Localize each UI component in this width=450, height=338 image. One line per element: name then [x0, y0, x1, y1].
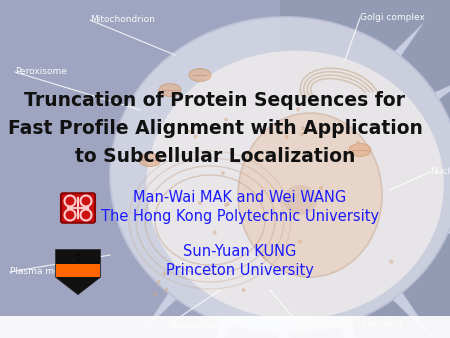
Polygon shape: [56, 277, 100, 294]
Polygon shape: [279, 333, 292, 338]
Polygon shape: [393, 292, 433, 338]
Polygon shape: [208, 322, 230, 338]
Text: Princeton University: Princeton University: [166, 263, 314, 277]
Ellipse shape: [301, 126, 305, 130]
FancyBboxPatch shape: [61, 193, 95, 223]
Polygon shape: [448, 225, 450, 245]
Polygon shape: [56, 250, 100, 264]
Ellipse shape: [213, 231, 217, 235]
Text: Endoplasmic reticulum: Endoplasmic reticulum: [298, 318, 401, 328]
Text: Truncation of Protein Sequences for: Truncation of Protein Sequences for: [24, 91, 405, 110]
Ellipse shape: [224, 118, 228, 122]
Ellipse shape: [283, 185, 318, 215]
Ellipse shape: [356, 141, 360, 144]
Text: to Subcellular Localization: to Subcellular Localization: [75, 146, 355, 166]
Ellipse shape: [146, 51, 444, 319]
Bar: [280, 0, 450, 338]
Ellipse shape: [300, 132, 304, 136]
Ellipse shape: [298, 240, 302, 244]
Polygon shape: [338, 321, 367, 338]
Ellipse shape: [162, 271, 166, 275]
Ellipse shape: [256, 156, 260, 160]
Ellipse shape: [285, 135, 289, 139]
Ellipse shape: [296, 107, 300, 111]
Text: Nucleus: Nucleus: [430, 168, 450, 176]
Ellipse shape: [349, 144, 371, 156]
Ellipse shape: [221, 171, 225, 175]
Text: Mitochondrion: Mitochondrion: [90, 16, 155, 24]
Ellipse shape: [179, 197, 183, 201]
Text: Plasma membrane: Plasma membrane: [10, 267, 95, 276]
Ellipse shape: [194, 135, 198, 139]
Ellipse shape: [157, 280, 161, 284]
Polygon shape: [144, 293, 176, 331]
Text: Golgi complex: Golgi complex: [360, 14, 425, 23]
Text: Sun-Yuan KUNG: Sun-Yuan KUNG: [183, 244, 297, 260]
Ellipse shape: [389, 260, 393, 264]
Ellipse shape: [319, 186, 323, 190]
Ellipse shape: [189, 69, 211, 81]
Ellipse shape: [187, 129, 191, 133]
Text: Man-Wai MAK and Wei WANG: Man-Wai MAK and Wei WANG: [133, 191, 346, 206]
Ellipse shape: [110, 17, 450, 333]
Bar: [0, 316, 450, 338]
Polygon shape: [435, 77, 450, 99]
Polygon shape: [394, 23, 423, 56]
Ellipse shape: [226, 202, 230, 206]
Text: 🎓: 🎓: [76, 254, 80, 260]
Ellipse shape: [153, 292, 157, 296]
Text: Ribosomes: Ribosomes: [168, 320, 217, 330]
Text: The Hong Kong Polytechnic University: The Hong Kong Polytechnic University: [101, 209, 379, 223]
Ellipse shape: [159, 83, 181, 97]
Polygon shape: [56, 250, 100, 294]
Ellipse shape: [139, 153, 161, 167]
Ellipse shape: [198, 201, 202, 205]
Ellipse shape: [262, 255, 266, 259]
Text: Fast Profile Alignment with Application: Fast Profile Alignment with Application: [8, 119, 423, 138]
Text: Peroxisome: Peroxisome: [15, 68, 67, 76]
Polygon shape: [56, 264, 100, 277]
Ellipse shape: [164, 288, 168, 292]
Ellipse shape: [242, 288, 246, 292]
Ellipse shape: [224, 203, 228, 207]
Ellipse shape: [331, 218, 335, 222]
Ellipse shape: [238, 113, 382, 277]
